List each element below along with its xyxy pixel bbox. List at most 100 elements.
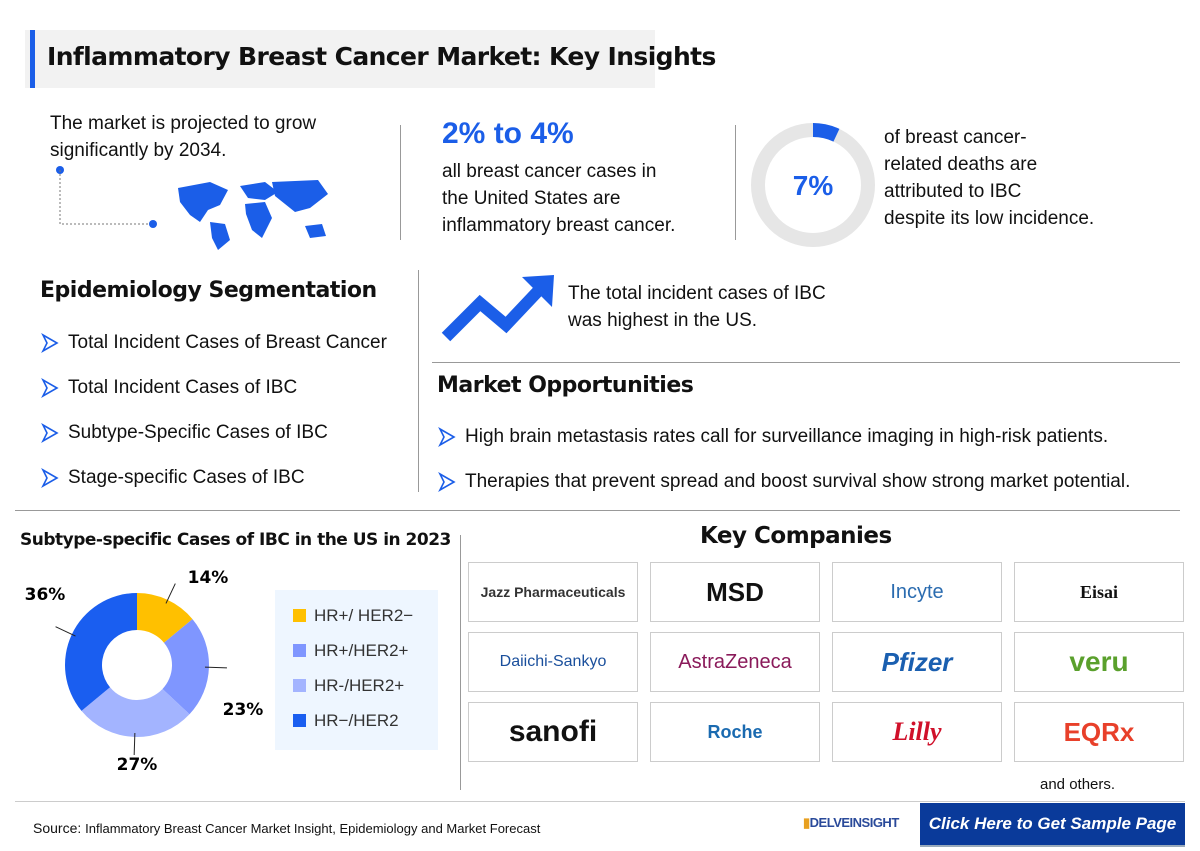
company-logo: AstraZeneca	[650, 632, 820, 692]
company-logo: Eisai	[1014, 562, 1184, 622]
deaths-line: related deaths are	[884, 154, 1038, 175]
list-item-label: Total Incident Cases of Breast Cancer	[68, 331, 387, 353]
chevron-right-icon	[438, 426, 456, 447]
chart-legend: HR+/ HER2− HR+/HER2+ HR-/HER2+ HR−/HER2	[275, 590, 438, 750]
company-logo: Lilly	[832, 702, 1002, 762]
company-logo: EQRx	[1014, 702, 1184, 762]
list-item-label: Therapies that prevent spread and boost …	[465, 470, 1131, 492]
company-name: MSD	[706, 576, 764, 607]
and-others: and others.	[1040, 776, 1116, 793]
company-logo: Jazz Pharmaceuticals	[468, 562, 638, 622]
legend-swatch	[293, 714, 306, 727]
list-item: Total Incident Cases of Breast Cancer	[40, 320, 387, 365]
deaths-value: 7%	[793, 170, 834, 201]
growth-line: The market is projected to grow	[50, 113, 317, 134]
legend-swatch	[293, 609, 306, 622]
data-label: 23%	[223, 700, 264, 720]
divider	[400, 125, 401, 240]
delveinsight-logo: ▮DELVEINSIGHT	[803, 815, 900, 830]
company-logo: Daiichi-Sankyo	[468, 632, 638, 692]
legend-item: HR+/ HER2−	[293, 598, 438, 633]
company-name: veru	[1069, 646, 1129, 677]
trend-text: The total incident cases of IBC was high…	[568, 280, 826, 334]
company-name: EQRx	[1063, 716, 1135, 747]
world-map-icon	[56, 166, 328, 250]
divider	[418, 270, 419, 492]
donut-slice	[64, 593, 137, 711]
trend-line: The total incident cases of IBC	[568, 283, 826, 304]
company-logo: MSD	[650, 562, 820, 622]
trend-up-arrow-icon	[441, 275, 554, 342]
opportunities-heading: Market Opportunities	[437, 373, 694, 398]
deaths-line: attributed to IBC	[884, 181, 1022, 202]
company-name: Pfizer	[881, 646, 953, 677]
divider	[432, 362, 1180, 363]
list-item: Subtype-Specific Cases of IBC	[40, 410, 387, 455]
company-logo: Incyte	[832, 562, 1002, 622]
company-logo: veru	[1014, 632, 1184, 692]
legend-label: HR+/HER2+	[314, 640, 409, 660]
stat-line: the United States are	[442, 188, 621, 209]
company-logo: Pfizer	[832, 632, 1002, 692]
list-item: High brain metastasis rates call for sur…	[437, 414, 1130, 459]
data-label: 36%	[25, 585, 66, 605]
footer-divider	[15, 801, 1185, 802]
page-title: Inflammatory Breast Cancer Market: Key I…	[47, 42, 716, 71]
company-name: sanofi	[508, 715, 598, 748]
chart-title: Subtype-specific Cases of IBC in the US …	[20, 530, 451, 550]
stat-text: all breast cancer cases in the United St…	[442, 158, 675, 239]
brand-text: DELVEINSIGHT	[809, 815, 900, 830]
legend-label: HR+/ HER2−	[314, 605, 414, 625]
data-label: 27%	[117, 755, 158, 775]
company-name: Roche	[707, 721, 763, 742]
epidemiology-heading: Epidemiology Segmentation	[40, 278, 377, 303]
donut-slice	[137, 593, 193, 643]
epidemiology-list: Total Incident Cases of Breast Cancer Tot…	[40, 320, 387, 500]
title-accent-bar	[30, 30, 35, 88]
legend-label: HR-/HER2+	[314, 675, 405, 695]
growth-line: significantly by 2034.	[50, 140, 227, 161]
leader-line	[55, 626, 76, 637]
get-sample-page-button[interactable]: Click Here to Get Sample Page	[920, 803, 1185, 847]
deaths-ring: 7%	[751, 123, 875, 247]
legend-swatch	[293, 644, 306, 657]
legend-item: HR−/HER2	[293, 703, 438, 738]
leader-line	[204, 666, 227, 669]
company-logo: Roche	[650, 702, 820, 762]
chevron-right-icon	[41, 467, 59, 488]
list-item: Total Incident Cases of IBC	[40, 365, 387, 410]
title-box	[25, 30, 655, 88]
companies-heading: Key Companies	[700, 523, 892, 549]
leader-line	[165, 583, 176, 604]
chevron-right-icon	[41, 377, 59, 398]
divider	[735, 125, 736, 240]
divider	[460, 535, 461, 790]
chevron-right-icon	[438, 471, 456, 492]
list-item: Stage-specific Cases of IBC	[40, 455, 387, 500]
growth-text: The market is projected to grow signific…	[50, 110, 316, 164]
source-label: Source:	[33, 820, 82, 836]
leader-line	[133, 732, 136, 755]
donut-slice	[162, 619, 209, 715]
company-name: Daiichi-Sankyo	[499, 653, 607, 670]
data-label: 14%	[188, 568, 229, 588]
company-name: Eisai	[1079, 581, 1118, 602]
legend-item: HR+/HER2+	[293, 633, 438, 668]
company-logo: sanofi	[468, 702, 638, 762]
source: Source: Inflammatory Breast Cancer Marke…	[33, 820, 540, 836]
list-item-label: Subtype-Specific Cases of IBC	[68, 421, 328, 443]
list-item-label: High brain metastasis rates call for sur…	[465, 425, 1109, 447]
donut-slice	[81, 687, 190, 737]
stat-value: 2% to 4%	[442, 117, 574, 150]
legend-item: HR-/HER2+	[293, 668, 438, 703]
stat-line: inflammatory breast cancer.	[442, 215, 676, 236]
chevron-right-icon	[41, 422, 59, 443]
donut-chart: 14% 23% 27% 36%	[25, 568, 264, 775]
source-text: Inflammatory Breast Cancer Market Insigh…	[85, 821, 541, 836]
stat-line: all breast cancer cases in	[442, 161, 657, 182]
chevron-right-icon	[41, 332, 59, 353]
company-name: Incyte	[890, 580, 944, 603]
trend-line: was highest in the US.	[568, 310, 758, 331]
company-name: Jazz Pharmaceuticals	[480, 584, 626, 600]
company-name: Lilly	[892, 717, 942, 746]
